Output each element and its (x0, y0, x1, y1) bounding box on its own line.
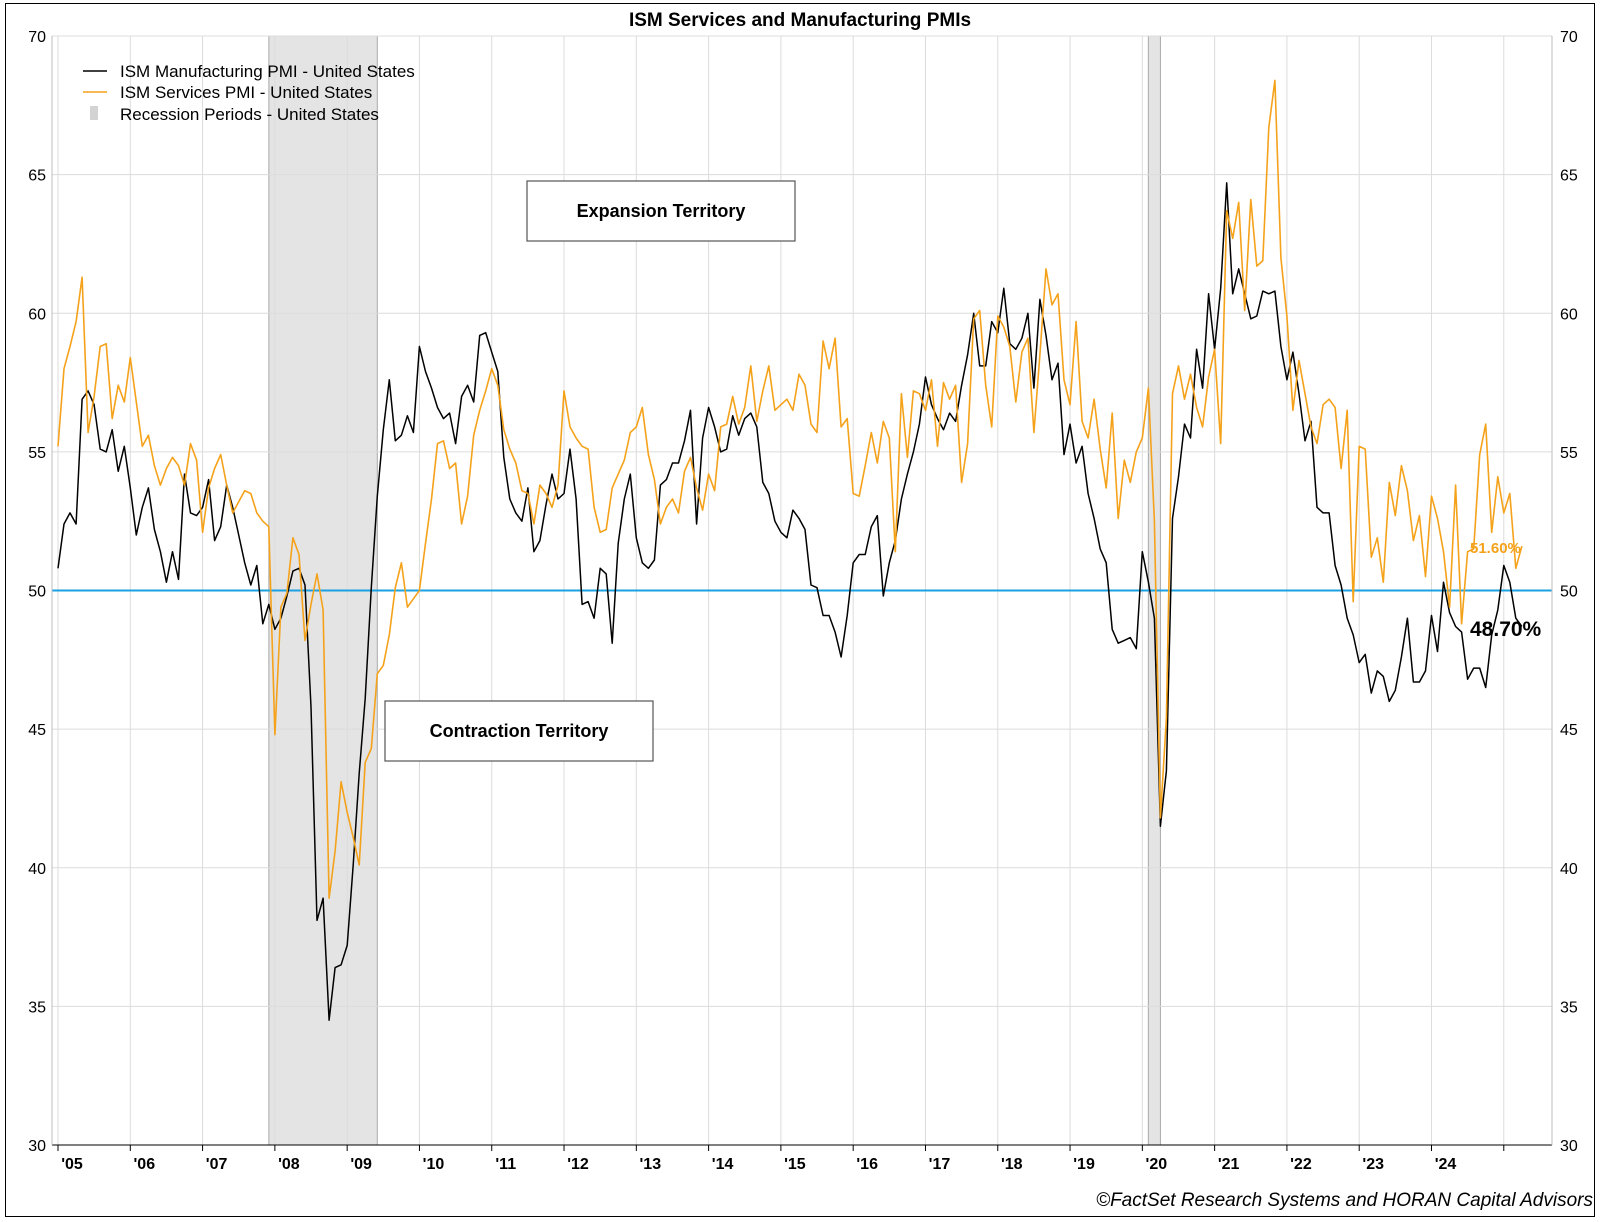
y-tick-label-left: 45 (28, 722, 46, 739)
annotation-contraction-box (384, 700, 654, 762)
x-tick-label: '10 (423, 1156, 445, 1173)
legend-swatch-recession (90, 106, 98, 120)
x-tick-label: '23 (1362, 1156, 1384, 1173)
y-tick-label-right: 30 (1560, 1138, 1578, 1155)
y-tick-label-right: 45 (1560, 722, 1578, 739)
y-tick-label-left: 30 (28, 1138, 46, 1155)
y-tick-label-right: 60 (1560, 306, 1578, 323)
x-tick-label: '08 (278, 1156, 300, 1173)
x-tick-label: '09 (350, 1156, 372, 1173)
x-tick-label: '07 (206, 1156, 228, 1173)
x-tick-label: '15 (784, 1156, 806, 1173)
y-tick-label-right: 35 (1560, 999, 1578, 1016)
y-tick-label-right: 40 (1560, 861, 1578, 878)
y-tick-label-right: 50 (1560, 584, 1578, 601)
x-tick-label: '06 (133, 1156, 155, 1173)
y-tick-label-right: 70 (1560, 29, 1578, 46)
series-line-services (57, 79, 1523, 900)
y-tick-label-left: 70 (28, 29, 46, 46)
annotation-contraction-text: Contraction Territory (430, 721, 609, 741)
y-tick-label-right: 55 (1560, 445, 1578, 462)
x-tick-label: '22 (1290, 1156, 1312, 1173)
x-tick-label: '13 (640, 1156, 662, 1173)
y-tick-label-left: 60 (28, 306, 46, 323)
x-tick-label: '11 (495, 1156, 516, 1173)
legend-label-manufacturing: ISM Manufacturing PMI - United States (120, 62, 415, 81)
chart-title: ISM Services and Manufacturing PMIs (629, 10, 971, 31)
source-credit: ©FactSet Research Systems and HORAN Capi… (1096, 1190, 1593, 1211)
x-tick-label: '16 (856, 1156, 878, 1173)
annotation-expansion-box (526, 180, 796, 242)
annotation-contraction: Contraction Territory (384, 700, 654, 762)
x-tick-label: '14 (712, 1156, 734, 1173)
series-line-manufacturing (57, 182, 1523, 1021)
annotation-expansion-text: Expansion Territory (577, 201, 746, 221)
x-tick-label: '19 (1073, 1156, 1095, 1173)
services-end-label: 51.60% (1470, 540, 1521, 557)
y-tick-label-left: 35 (28, 999, 46, 1016)
y-tick-label-left: 50 (28, 584, 46, 601)
x-tick-label: '18 (1001, 1156, 1023, 1173)
legend-label-services: ISM Services PMI - United States (120, 83, 372, 102)
y-tick-label-left: 40 (28, 861, 46, 878)
annotation-expansion: Expansion Territory (526, 180, 796, 242)
x-tick-label: '24 (1435, 1156, 1457, 1173)
series-layer (57, 79, 1523, 1021)
x-tick-label: '12 (567, 1156, 589, 1173)
x-tick-label: '05 (61, 1156, 83, 1173)
manufacturing-end-label: 48.70% (1470, 618, 1542, 641)
axis-layer: 30 30 35 35 40 40 45 45 50 50 55 55 60 60 65 65 70 70 '05 '… (28, 29, 1578, 1173)
x-tick-label: '21 (1218, 1156, 1240, 1173)
x-tick-label: '20 (1146, 1156, 1168, 1173)
y-tick-label-left: 65 (28, 168, 46, 185)
legend: ISM Manufacturing PMI - United States IS… (83, 62, 415, 124)
x-tick-label: '17 (929, 1156, 951, 1173)
y-tick-label-right: 65 (1560, 168, 1578, 185)
y-tick-label-left: 55 (28, 445, 46, 462)
legend-label-recession: Recession Periods - United States (120, 105, 379, 124)
